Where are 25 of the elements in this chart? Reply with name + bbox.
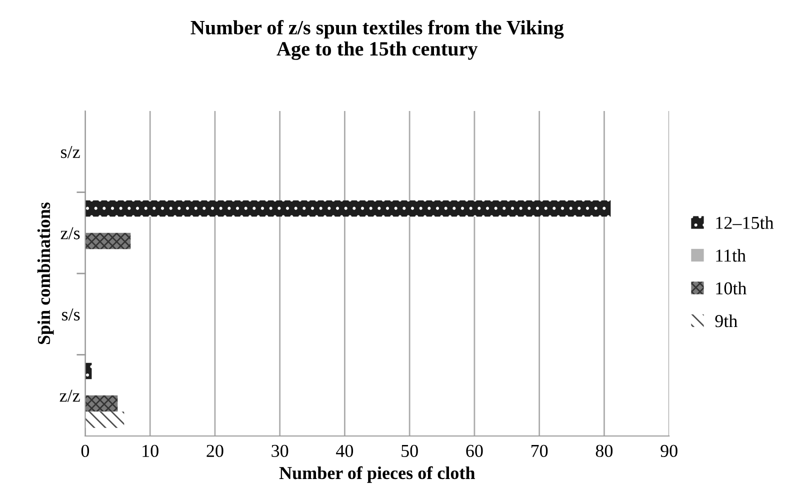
x-tick-label: 60 [466, 444, 483, 458]
bar [85, 412, 124, 428]
x-tick-label: 0 [81, 444, 90, 458]
chart-title: Number of z/s spun textiles from the Viking Age to the 15th century [190, 20, 564, 60]
bar [85, 232, 131, 250]
bar [85, 200, 611, 217]
x-tick-label: 10 [142, 444, 158, 458]
legend-label: 11th [716, 249, 746, 262]
legend-label: 10th [716, 282, 746, 294]
legend-label: 9th [715, 314, 738, 328]
x-axis-title: Number of pieces of cloth [279, 466, 475, 483]
y-tick-label: z/z [60, 390, 80, 402]
x-tick-label: 20 [206, 444, 224, 458]
bar [85, 395, 118, 412]
x-tick-label: 80 [596, 444, 613, 458]
y-tick-label: s/s [62, 308, 80, 321]
legend-label: 12–15th [716, 216, 774, 229]
y-axis-title: Spin combinations [37, 202, 54, 344]
y-tick-label: z/s [60, 227, 80, 240]
x-tick-label: 30 [272, 444, 288, 458]
x-tick-label: 40 [336, 444, 354, 458]
x-tick-label: 50 [402, 444, 418, 458]
x-tick-label: 70 [531, 444, 548, 458]
x-tick-label: 90 [660, 444, 678, 458]
y-tick-label: s/z [61, 146, 80, 158]
